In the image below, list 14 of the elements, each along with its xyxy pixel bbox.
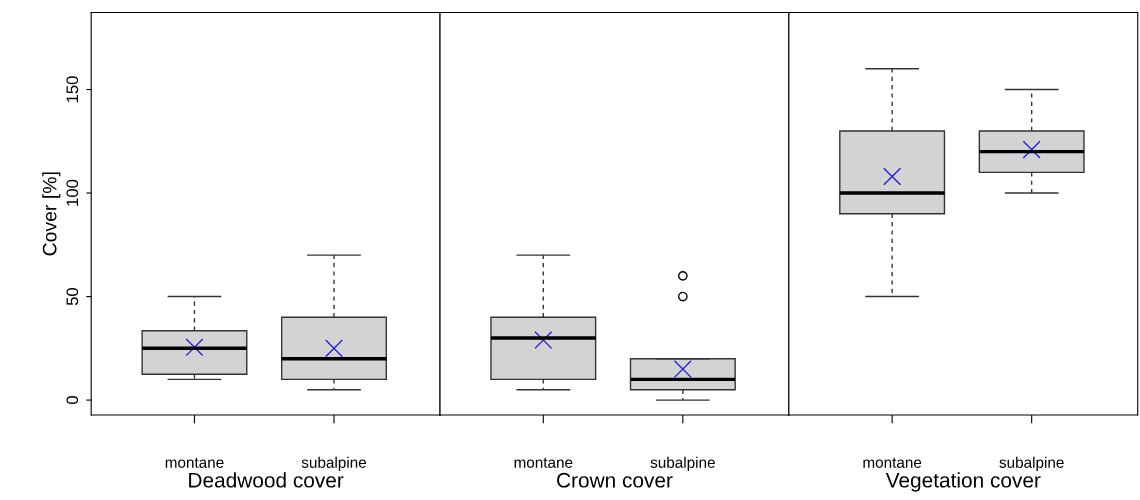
y-axis-title: Cover [%] (42, 172, 61, 256)
y-tick-label: 100 (66, 179, 79, 206)
x-tick-label: montane (514, 457, 573, 468)
y-tick-label: 50 (66, 287, 79, 306)
y-tick-label: 150 (66, 76, 79, 103)
x-axis-title: Deadwood cover (189, 472, 344, 488)
x-tick-label: subalpine (999, 456, 1064, 471)
x-tick-label: montane (863, 457, 922, 468)
x-axis-title: Crown cover (557, 472, 673, 488)
x-tick-label: subalpine (301, 456, 367, 471)
x-tick-label: subalpine (650, 456, 715, 471)
y-tick-label: 0 (66, 396, 79, 405)
x-axis-title: Vegetation cover (885, 472, 1041, 492)
x-tick-label: montane (165, 457, 224, 468)
